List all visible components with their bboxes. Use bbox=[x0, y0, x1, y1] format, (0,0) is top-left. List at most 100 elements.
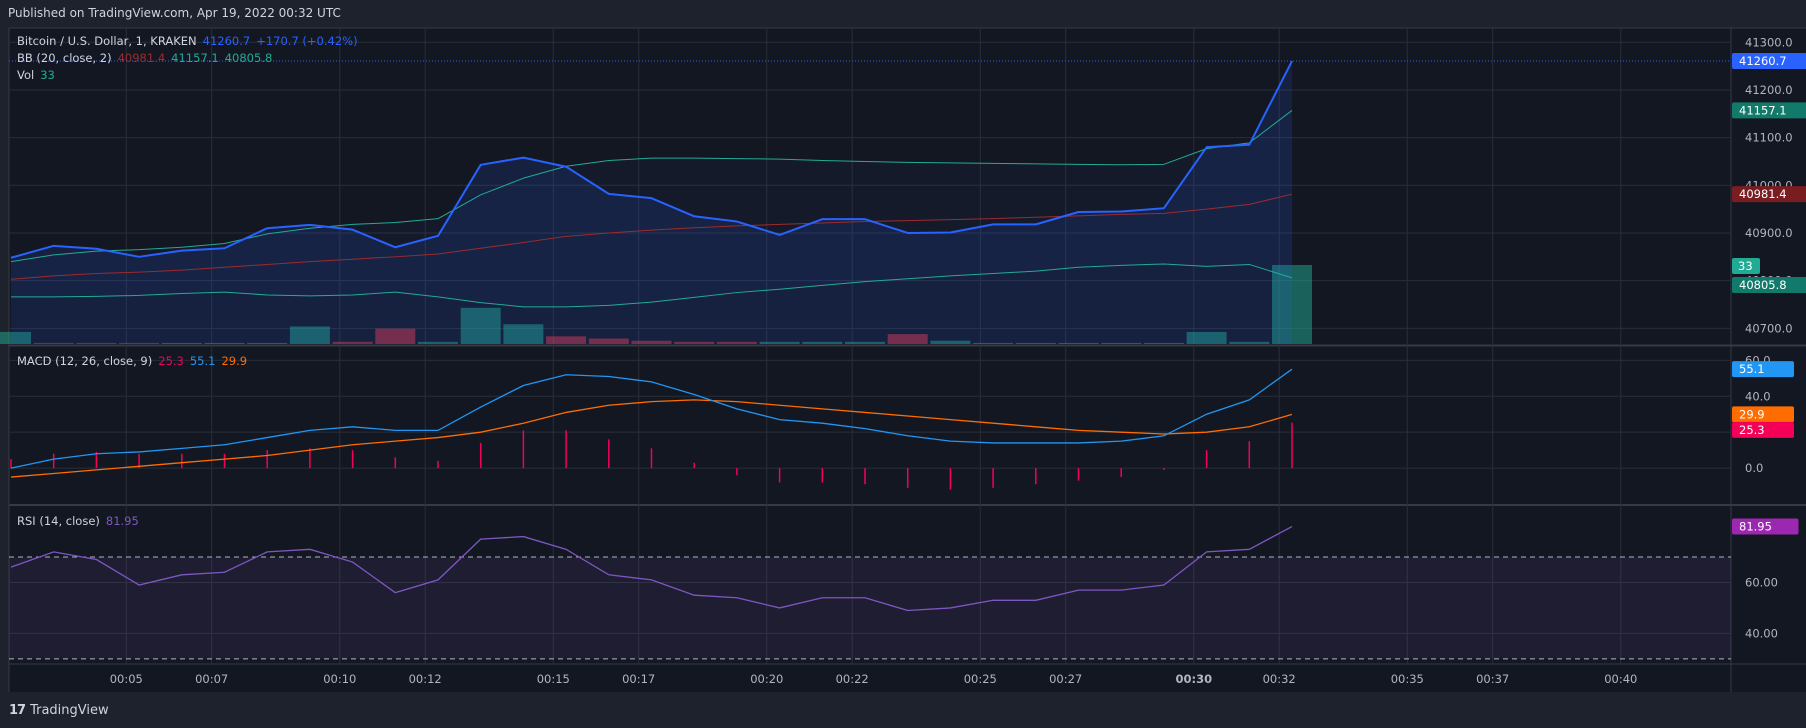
volume-bar bbox=[332, 341, 373, 344]
volume-bar bbox=[161, 342, 202, 344]
volume-bar bbox=[887, 334, 928, 344]
volume-bar bbox=[674, 341, 715, 344]
rsi-tick-label: 40.00 bbox=[1745, 626, 1778, 640]
legend-symbol-row: Bitcoin / U.S. Dollar, 1, KRAKEN 41260.7 +… bbox=[17, 34, 364, 48]
macd-tick-label: 0.0 bbox=[1745, 461, 1763, 475]
volume-bar bbox=[845, 341, 885, 344]
volume-bar bbox=[802, 341, 843, 344]
bb-lower-line bbox=[11, 263, 1293, 308]
time-tick-label: 00:32 bbox=[1263, 672, 1296, 686]
rsi-line bbox=[10, 525, 1293, 612]
rsi-value: 81.95 bbox=[105, 514, 139, 528]
bb-basis-line bbox=[10, 193, 1293, 280]
time-tick-label: 00:25 bbox=[964, 672, 997, 686]
volume-bar bbox=[204, 342, 245, 344]
tradingview-brand[interactable]: 17 TradingView bbox=[9, 703, 109, 718]
price-tick-label: 40700.0 bbox=[1745, 321, 1793, 335]
macd-title[interactable]: MACD (12, 26, close, 9) bbox=[17, 354, 153, 368]
volume-bar bbox=[289, 326, 330, 344]
rsi-marker-label: 81.95 bbox=[1739, 520, 1772, 534]
volume-bar bbox=[588, 338, 629, 344]
volume-bar bbox=[1186, 331, 1227, 344]
rsi-tick-label: 60.00 bbox=[1745, 575, 1778, 589]
macd-hist-marker-label: 25.3 bbox=[1739, 423, 1765, 437]
time-tick-label: 00:22 bbox=[836, 672, 869, 686]
time-tick-label: 00:20 bbox=[750, 672, 783, 686]
volume-bar bbox=[247, 342, 288, 344]
time-tick-label: 00:12 bbox=[409, 672, 442, 686]
time-tick-label: 00:10 bbox=[323, 672, 356, 686]
volume-bar bbox=[759, 341, 800, 344]
legend-rsi-row: RSI (14, close) 81.95 bbox=[17, 514, 145, 528]
bb-title[interactable]: BB (20, close, 2) bbox=[17, 51, 112, 65]
volume-marker-label: 33 bbox=[1738, 259, 1753, 273]
bb-band-fill bbox=[11, 110, 1292, 307]
price-last-marker-label: 41260.7 bbox=[1739, 54, 1787, 68]
rsi-band-fill bbox=[9, 556, 1731, 659]
time-tick-label: 00:17 bbox=[622, 672, 655, 686]
time-tick-label: 00:07 bbox=[195, 672, 228, 686]
price-line bbox=[10, 60, 1293, 259]
volume-bar bbox=[0, 331, 31, 344]
volume-bar bbox=[375, 328, 416, 344]
volume-bar bbox=[460, 307, 501, 344]
price-last-marker bbox=[1732, 53, 1806, 70]
last-price-label: 41260.7 bbox=[202, 34, 251, 48]
macd-signal-line bbox=[10, 399, 1293, 478]
volume-bar bbox=[1101, 342, 1142, 344]
volume-bar bbox=[1229, 341, 1270, 344]
legend-macd-row: MACD (12, 26, close, 9) 25.3 55.1 29.9 bbox=[17, 354, 253, 368]
volume-bar bbox=[1058, 342, 1099, 344]
macd-signal-marker bbox=[1732, 406, 1794, 423]
macd-line-marker-label: 55.1 bbox=[1739, 362, 1765, 376]
legend-bb-row: BB (20, close, 2) 40981.4 41157.1 40805.8 bbox=[17, 51, 278, 65]
symbol-title[interactable]: Bitcoin / U.S. Dollar, 1, KRAKEN bbox=[17, 34, 197, 48]
volume-bar bbox=[716, 341, 757, 344]
macd-hist-value: 25.3 bbox=[158, 354, 184, 368]
volume-bar bbox=[546, 336, 587, 344]
price-area-fill bbox=[11, 61, 1292, 345]
bb-basis-marker bbox=[1732, 186, 1806, 203]
volume-bar bbox=[418, 341, 458, 344]
published-caption: Published on TradingView.com, Apr 19, 20… bbox=[8, 6, 341, 20]
volume-bar bbox=[631, 340, 672, 344]
macd-signal-marker-label: 29.9 bbox=[1739, 407, 1765, 421]
volume-bar bbox=[119, 342, 160, 344]
time-tick-label: 00:35 bbox=[1391, 672, 1424, 686]
bb-upper-line bbox=[10, 110, 1293, 263]
legend-vol-row: Vol 33 bbox=[17, 68, 61, 82]
volume-bar bbox=[1015, 342, 1056, 344]
price-tick-label: 41200.0 bbox=[1745, 83, 1793, 97]
macd-signal-value: 29.9 bbox=[221, 354, 248, 368]
time-tick-label: 00:37 bbox=[1476, 672, 1509, 686]
volume-bar bbox=[33, 342, 74, 344]
macd-tick-label: 40.0 bbox=[1745, 389, 1771, 403]
bb-basis-marker-label: 40981.4 bbox=[1739, 187, 1787, 201]
price-tick-label: 40900.0 bbox=[1745, 226, 1793, 240]
bb-upper-marker bbox=[1732, 102, 1806, 119]
vol-title[interactable]: Vol bbox=[17, 68, 35, 82]
macd-line-marker bbox=[1732, 361, 1794, 378]
price-tick-label: 41100.0 bbox=[1745, 131, 1793, 145]
rsi-title[interactable]: RSI (14, close) bbox=[17, 514, 100, 528]
volume-marker bbox=[1732, 258, 1760, 274]
time-axis-background bbox=[9, 664, 1806, 692]
rsi-marker bbox=[1732, 518, 1799, 535]
bb-upper-value: 41157.1 bbox=[171, 51, 219, 65]
time-tick-label: 00:15 bbox=[537, 672, 570, 686]
vol-value: 33 bbox=[40, 68, 55, 82]
volume-bar bbox=[76, 342, 117, 344]
time-tick-label: 00:40 bbox=[1604, 672, 1637, 686]
volume-bar bbox=[1143, 342, 1184, 344]
price-change-label: +170.7 (+0.42%) bbox=[256, 34, 358, 48]
volume-bar bbox=[1272, 265, 1312, 344]
macd-hist-marker bbox=[1732, 421, 1794, 438]
bb-lower-value: 40805.8 bbox=[224, 51, 273, 65]
volume-bar bbox=[973, 342, 1014, 344]
macd-line-value: 55.1 bbox=[189, 354, 216, 368]
time-tick-label: 00:27 bbox=[1049, 672, 1082, 686]
time-tick-label: 00:30 bbox=[1175, 672, 1212, 686]
volume-bar bbox=[503, 324, 544, 344]
volume-bar bbox=[930, 340, 971, 344]
